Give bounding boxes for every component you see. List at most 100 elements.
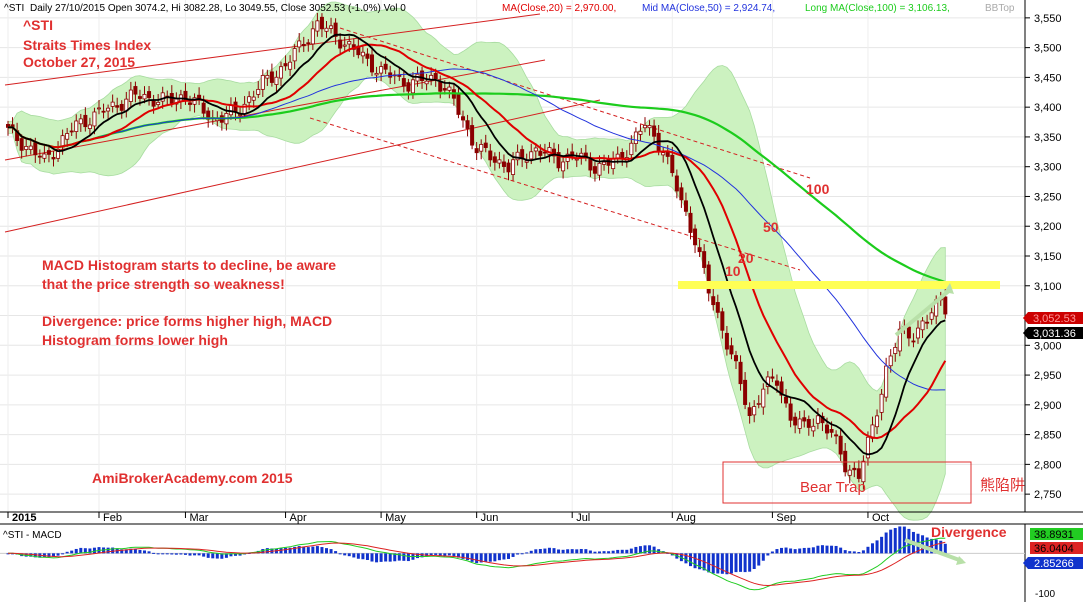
macd-histogram-bar	[325, 548, 328, 554]
macd-histogram-bar	[566, 549, 570, 554]
channel-mid-line	[4, 59, 546, 161]
macd-histogram-bar	[543, 548, 547, 554]
price-tick-label: 3,350	[1034, 132, 1062, 144]
candle	[460, 110, 465, 128]
candle	[319, 13, 324, 38]
macd-histogram-bar	[161, 553, 165, 555]
macd-histogram-bar	[111, 547, 115, 554]
resistance-line	[678, 281, 1000, 289]
candle	[42, 145, 47, 163]
macd-histogram-bar	[875, 540, 879, 554]
ma10-label: 10	[725, 263, 741, 279]
macd-histogram-bar	[880, 536, 884, 554]
macd-histogram-bar	[347, 553, 351, 557]
macd-histogram-bar	[174, 553, 178, 555]
header-ma100: Long MA(Close,100) = 3,106.13,	[805, 3, 950, 14]
candle	[78, 113, 83, 132]
macd-histogram-bar	[757, 553, 761, 566]
macd-histogram-bar	[725, 553, 729, 575]
price-tick-label: 2,900	[1034, 400, 1062, 412]
month-label: Jul	[576, 512, 590, 524]
candle	[920, 317, 925, 339]
macd-histogram-bar	[338, 553, 342, 555]
candle	[734, 350, 739, 370]
candle	[556, 144, 561, 172]
ma10-line	[7, 33, 946, 456]
candle	[797, 410, 802, 434]
candle	[74, 114, 79, 139]
macd-histogram-bar	[766, 553, 770, 556]
macd-histogram-bar	[56, 553, 60, 556]
macd-histogram-bar	[452, 553, 456, 556]
macd-histogram-bar	[598, 551, 601, 554]
candle	[674, 169, 679, 199]
candle	[693, 224, 698, 254]
candle	[533, 143, 538, 160]
candle	[187, 95, 192, 112]
macd-histogram-bar	[188, 553, 192, 556]
downtrend-lower-line	[309, 117, 801, 271]
month-label: Sep	[776, 512, 796, 524]
macd-histogram-bar	[170, 553, 174, 555]
candle	[524, 153, 529, 169]
macd-histogram-bar	[193, 553, 197, 556]
month-label: 2015	[12, 512, 36, 524]
candle	[683, 192, 688, 216]
macd-histogram-bar	[211, 553, 215, 559]
candle	[620, 148, 625, 166]
price-tick-label: 2,750	[1034, 489, 1062, 501]
channel-upper-line	[4, 13, 541, 86]
candle	[119, 100, 124, 119]
macd-histogram-bar	[811, 547, 815, 554]
candle	[265, 69, 270, 86]
macd-histogram-bar	[711, 553, 715, 574]
candle	[338, 33, 343, 56]
candle	[506, 159, 511, 181]
candle	[256, 81, 261, 99]
macd-histogram-bar	[352, 553, 356, 558]
macd-badge-b: 36.0404	[1030, 542, 1083, 555]
macd-histogram-bar	[238, 553, 242, 556]
macd-histogram-bar	[602, 551, 606, 554]
ma50-label: 50	[763, 219, 779, 235]
ma50-line	[7, 68, 946, 391]
candle	[897, 321, 902, 357]
overlay-ticker: ^STI	[23, 17, 53, 33]
macd-histogram-bar	[889, 529, 893, 554]
macd-histogram-bar	[406, 553, 410, 562]
candle	[406, 78, 411, 100]
macd-histogram-bar	[616, 549, 620, 554]
note-macd-line2: that the price strength so weakness!	[42, 276, 285, 292]
macd-histogram-bar	[607, 551, 611, 554]
macd-histogram-bar	[898, 526, 902, 554]
bear-trap-chinese-label: 熊陷阱	[980, 477, 1025, 494]
price-tick-label: 2,850	[1034, 430, 1062, 442]
candle	[251, 90, 256, 108]
candle	[19, 134, 24, 159]
macd-histogram-bar	[388, 553, 392, 562]
macd-histogram-bar	[511, 553, 515, 557]
macd-badge-c-value: 2.85266	[1034, 558, 1074, 570]
macd-histogram-bar	[516, 553, 520, 555]
candle	[561, 156, 566, 179]
macd-histogram-bar	[843, 550, 847, 554]
macd-histogram-bar	[138, 549, 142, 554]
macd-histogram-bar	[934, 539, 938, 554]
month-label: Aug	[676, 512, 696, 524]
candle	[147, 85, 152, 106]
macd-histogram-bar	[92, 547, 96, 554]
bollinger-band-area	[7, 1, 946, 521]
note-divergence-line1: Divergence: price forms higher high, MAC…	[42, 313, 332, 329]
macd-histogram-bar	[943, 543, 947, 554]
macd-histogram-bar	[470, 553, 474, 562]
macd-histogram-bar	[52, 553, 55, 557]
candle	[743, 372, 748, 410]
macd-histogram-bar	[370, 553, 374, 562]
candle	[324, 20, 329, 38]
price-tick-label: 3,550	[1034, 13, 1062, 25]
candle	[69, 122, 74, 136]
macd-histogram-bar	[793, 549, 797, 554]
close-price-badge: 3,052.53	[1023, 312, 1083, 325]
candle	[329, 17, 334, 34]
